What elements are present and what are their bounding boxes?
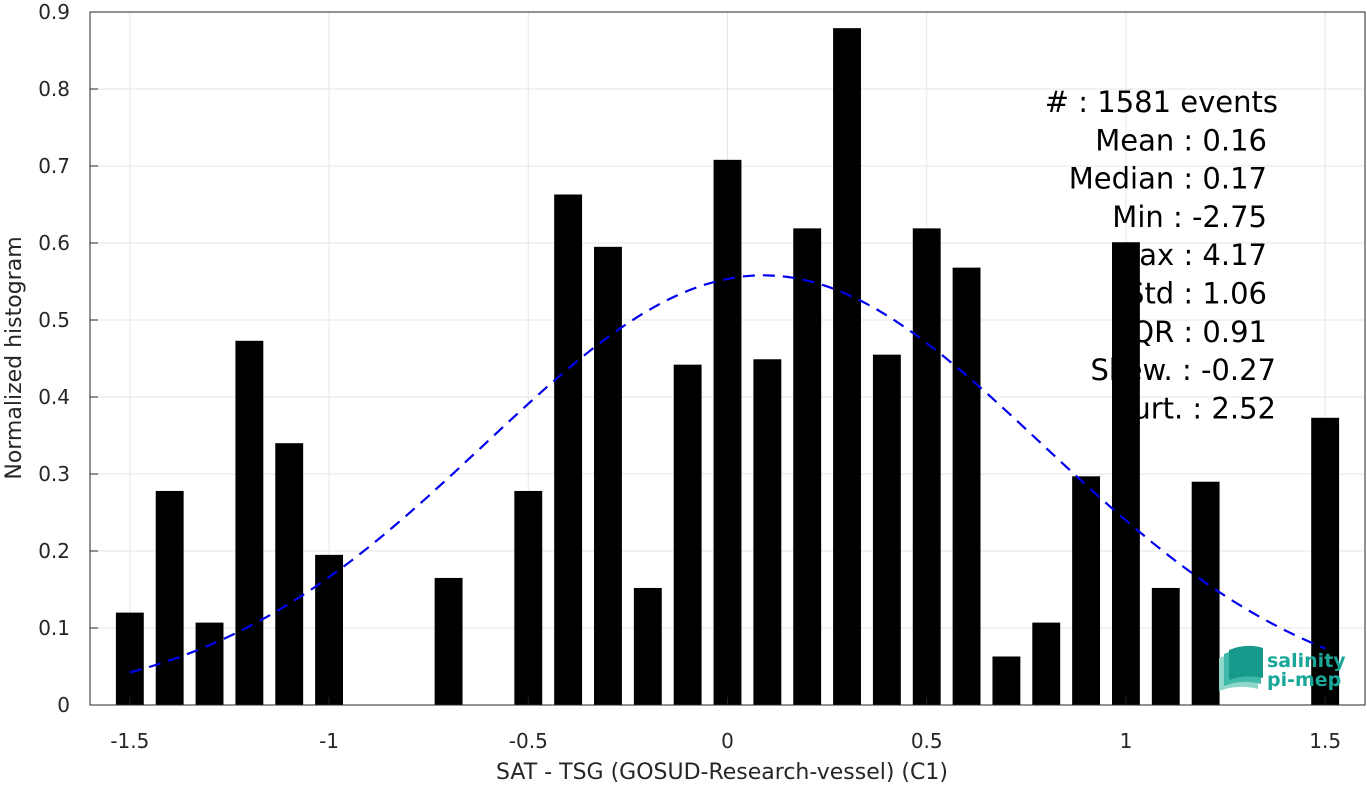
- histogram-bar: [1072, 476, 1101, 705]
- histogram-bar: [833, 28, 861, 706]
- x-tick-label: -1.5: [110, 729, 149, 753]
- histogram-bar: [275, 443, 304, 705]
- histogram-bar: [315, 554, 344, 705]
- x-axis-label: SAT - TSG (GOSUD-Research-vessel) (C1): [496, 760, 948, 785]
- histogram-bar: [195, 622, 224, 705]
- stat-line: IQR : 0.91: [1123, 315, 1267, 349]
- y-tick-label: 0.2: [38, 539, 70, 563]
- y-axis-ticks: 0 0.1 0.2 0.3 0.4 0.5 0.6 0.7 0.8 0.9: [38, 0, 98, 717]
- y-tick-label: 0.6: [38, 231, 70, 255]
- histogram-bar: [1032, 622, 1061, 705]
- salinity-pi-mep-logo: salinity pi-mep: [1219, 645, 1346, 691]
- histogram-bar: [793, 228, 822, 705]
- histogram-bar: [235, 340, 264, 705]
- stat-line: # : 1581 events: [1045, 85, 1278, 119]
- x-axis-ticks: -1.5 -1 -0.5 0 0.5 1 1.5: [110, 697, 1341, 753]
- stat-line: Mean : 0.16: [1095, 123, 1267, 157]
- histogram-bar: [1111, 242, 1140, 706]
- stat-line: Kurt. : 2.52: [1115, 391, 1276, 425]
- x-tick-label: -0.5: [509, 729, 548, 753]
- bars: [115, 28, 1340, 706]
- y-tick-label: 0.1: [38, 616, 70, 640]
- histogram-bar: [514, 490, 543, 705]
- histogram-bar: [952, 267, 981, 705]
- y-tick-label: 0.5: [38, 308, 70, 332]
- histogram-bar: [554, 194, 583, 706]
- histogram-bar: [434, 577, 463, 705]
- y-tick-label: 0.8: [38, 77, 70, 101]
- histogram-bar: [872, 354, 901, 705]
- y-tick-label: 0.9: [38, 0, 70, 24]
- stat-line: Max : 4.17: [1114, 238, 1267, 272]
- x-tick-label: 0.5: [911, 729, 943, 753]
- histogram-bar: [1311, 417, 1340, 705]
- histogram-bar: [992, 656, 1021, 705]
- x-tick-label: 1.5: [1309, 729, 1341, 753]
- y-tick-label: 0.7: [38, 154, 70, 178]
- stat-line: Median : 0.17: [1069, 162, 1267, 196]
- stat-line: Std : 1.06: [1126, 277, 1267, 311]
- stat-line: Min : -2.75: [1112, 200, 1267, 234]
- x-tick-label: -1: [319, 729, 339, 753]
- histogram-bar: [753, 359, 782, 705]
- histogram-bar: [713, 159, 742, 706]
- histogram-bar: [155, 490, 184, 705]
- histogram-bar: [1191, 481, 1220, 705]
- y-tick-label: 0: [57, 693, 70, 717]
- statistics-box: # : 1581 events Mean : 0.16 Median : 0.17 M…: [1045, 85, 1278, 425]
- histogram-bar: [594, 246, 622, 705]
- histogram-bar: [633, 587, 662, 705]
- x-tick-label: 1: [1120, 729, 1133, 753]
- x-tick-label: 0: [721, 729, 734, 753]
- stat-line: Skew. : -0.27: [1090, 353, 1276, 387]
- histogram-bar: [673, 364, 702, 705]
- logo-wave-icon: [1219, 645, 1263, 691]
- logo-text-line2: pi-mep: [1267, 669, 1341, 691]
- y-tick-label: 0.3: [38, 462, 70, 486]
- histogram-bar: [912, 228, 941, 705]
- gaussian-fit-curve: [129, 274, 1326, 674]
- y-tick-label: 0.4: [38, 385, 70, 409]
- histogram-bar: [115, 612, 144, 705]
- logo-text-line1: salinity: [1267, 650, 1346, 672]
- y-axis-label: Normalized histogram: [2, 236, 27, 479]
- histogram-bar: [1151, 587, 1180, 705]
